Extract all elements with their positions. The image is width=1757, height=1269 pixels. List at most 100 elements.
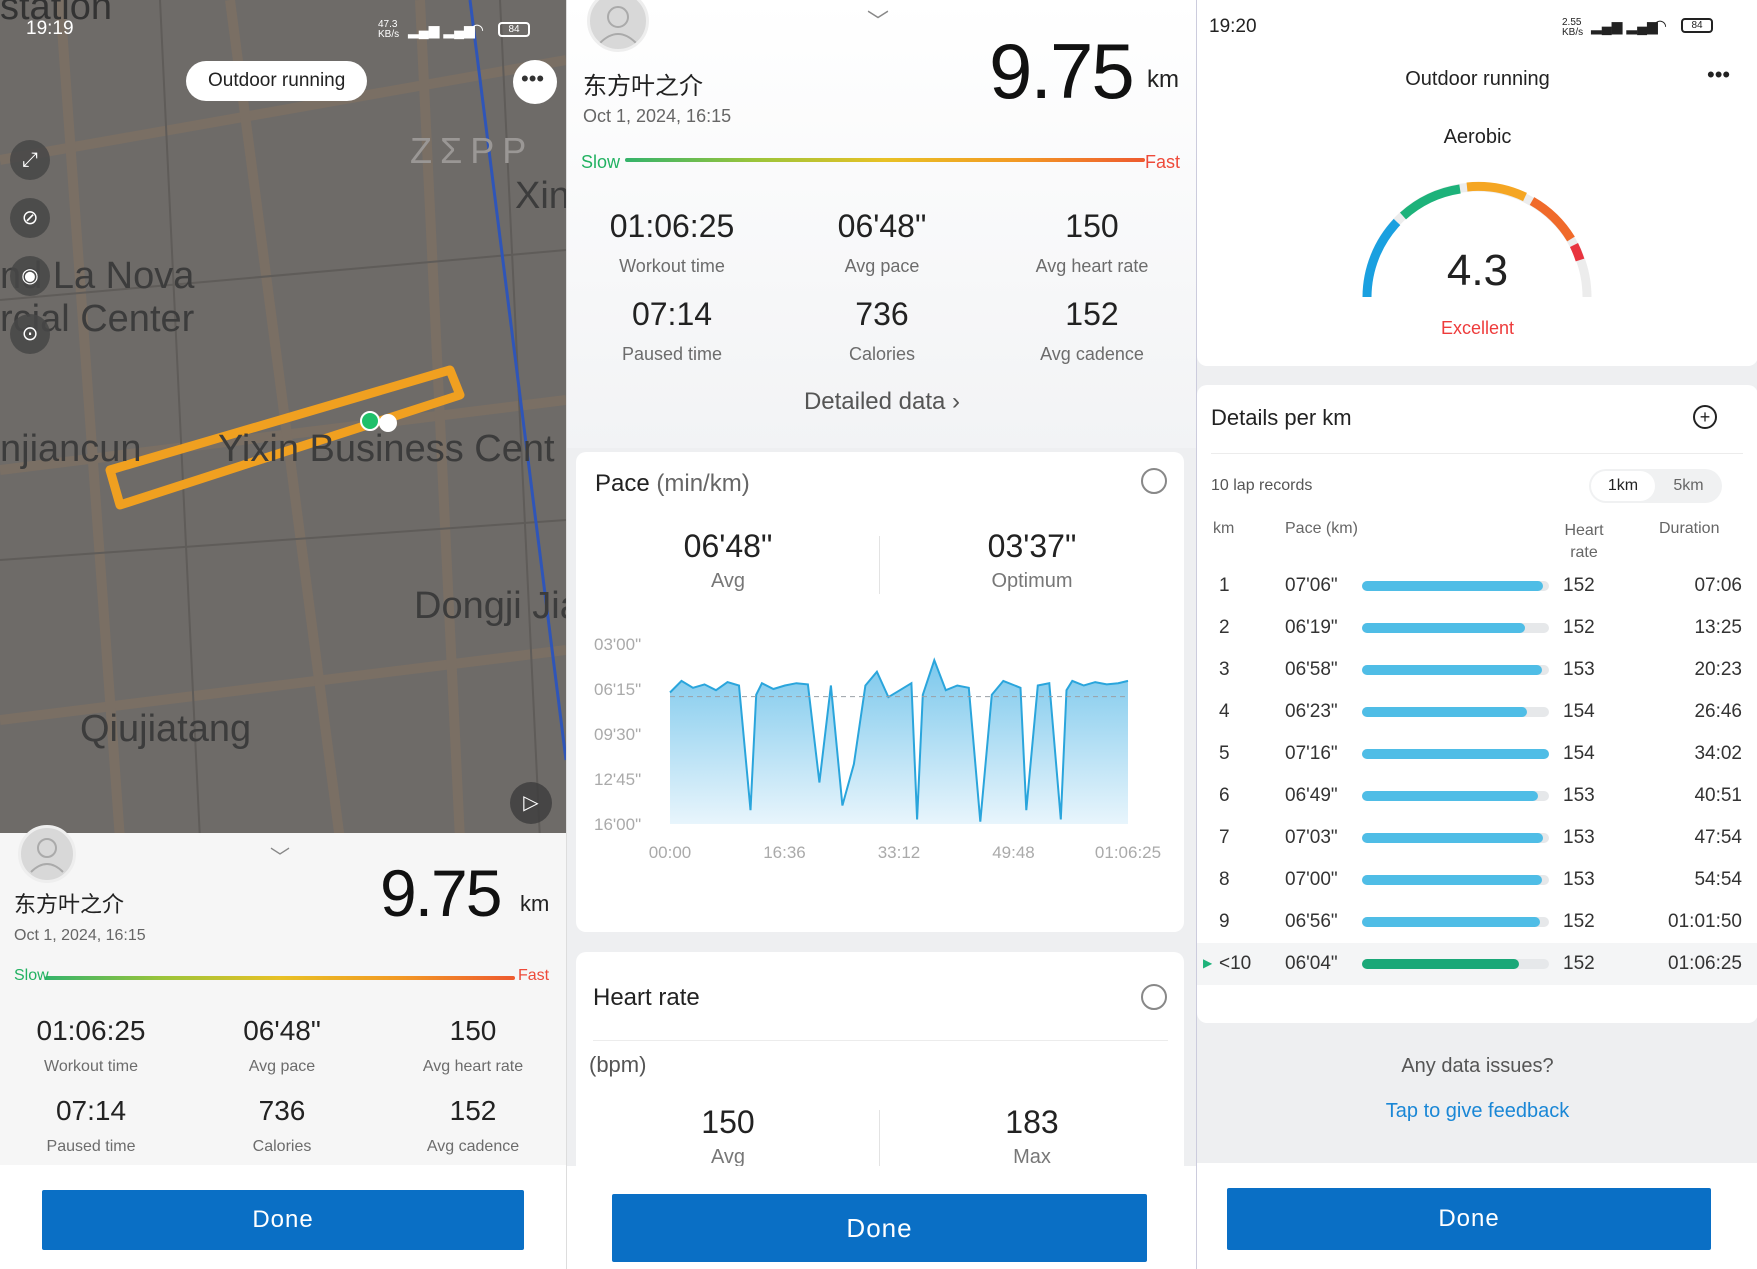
lap-pace-bar [1362, 665, 1549, 675]
battery-icon: 84 [498, 22, 530, 37]
divider [593, 1040, 1168, 1041]
lap-km: 2 [1219, 617, 1230, 638]
lap-pace-bar-fill [1362, 959, 1520, 969]
avg-cadence-label: Avg cadence [426, 1138, 520, 1155]
play-icon[interactable]: ▷ [510, 782, 552, 824]
heart-avg-value: 150 [701, 1104, 755, 1140]
lap-duration: 07:06 [1694, 575, 1742, 596]
lap-pace-bar [1362, 959, 1549, 969]
toggle-1km[interactable]: 1km [1591, 471, 1655, 501]
feedback-link[interactable]: Tap to give feedback [1385, 1100, 1570, 1122]
lap-heart-rate: 152 [1563, 617, 1595, 638]
lap-duration: 54:54 [1694, 869, 1742, 890]
toggle-5km[interactable]: 5km [1673, 477, 1704, 494]
lap-heart-rate: 152 [1563, 575, 1595, 596]
heart-avg-label: Avg [710, 1146, 746, 1168]
map-background[interactable] [0, 0, 566, 840]
pace-avg-value: 06'48" [683, 528, 773, 564]
y-tick-label: 16'00" [594, 815, 641, 834]
lap-pace-bar-fill [1362, 917, 1540, 927]
avg-cadence-value: 152 [1065, 296, 1119, 332]
lap-pace-bar-fill [1362, 623, 1525, 633]
zoom-in-icon[interactable]: + [1693, 405, 1717, 429]
battery-icon: 84 [1681, 18, 1713, 33]
locate-icon[interactable]: ⊙ [10, 314, 50, 354]
lap-pace-bar-fill [1362, 833, 1544, 843]
lap-duration: 40:51 [1694, 785, 1742, 806]
status-time: 19:20 [1209, 16, 1257, 37]
lap-heart-rate: 153 [1563, 785, 1595, 806]
lap-pace-bar [1362, 623, 1549, 633]
lap-row[interactable]: 9 06'56" 152 01:01:50 [1197, 901, 1757, 943]
done-button[interactable]: Done [1227, 1188, 1711, 1250]
workout-mode-pill[interactable]: Outdoor running [186, 61, 368, 101]
hide-route-icon[interactable]: ⊘ [10, 198, 50, 238]
pace-avg-label: Avg [710, 570, 746, 592]
more-button[interactable]: ••• [513, 60, 557, 104]
lap-row[interactable]: 4 06'23" 154 26:46 [1197, 691, 1757, 733]
lap-pace-bar-fill [1362, 875, 1542, 885]
header-km: km [1213, 520, 1235, 537]
lap-pace: 06'56" [1285, 911, 1338, 932]
feedback-question: Any data issues? [1401, 1055, 1554, 1077]
gauge-segment-blue [1362, 218, 1401, 298]
avg-pace-value: 06'48" [837, 208, 927, 244]
gauge-heading: Aerobic [1443, 126, 1512, 148]
status-speed: 47.3 KB/s [378, 19, 400, 40]
avatar[interactable] [587, 0, 649, 52]
lap-duration: 26:46 [1694, 701, 1742, 722]
lap-row[interactable]: 5 07'16" 154 34:02 [1197, 733, 1757, 775]
chevron-down-icon[interactable]: ﹀ [867, 9, 890, 34]
done-button[interactable]: Done [42, 1190, 524, 1250]
more-icon[interactable]: ••• [1707, 62, 1731, 87]
avatar[interactable] [18, 825, 76, 883]
divider [1211, 453, 1743, 454]
gauge-value: 4.3 [1446, 246, 1509, 295]
lap-pace-bar-fill [1362, 581, 1544, 591]
lap-pace: 07'03" [1285, 827, 1338, 848]
distance-value: 9.75 [989, 27, 1135, 115]
calories-value: 736 [258, 1095, 306, 1126]
lap-count: 10 lap records [1211, 477, 1313, 494]
lap-heart-rate: 153 [1563, 659, 1595, 680]
lap-km: 5 [1219, 743, 1230, 764]
lap-row[interactable]: 6 06'49" 153 40:51 [1197, 775, 1757, 817]
lap-pace: 06'49" [1285, 785, 1338, 806]
chevron-down-icon[interactable]: ﹀ [270, 847, 290, 869]
divider [879, 1110, 880, 1168]
lap-row[interactable]: 3 06'58" 153 20:23 [1197, 649, 1757, 691]
lap-pace-bar [1362, 917, 1549, 927]
avg-pace-label: Avg pace [844, 256, 920, 276]
lap-list: 1 07'06" 152 07:06 2 06'19" 152 13:25 3 06'58" 153… [1197, 565, 1757, 995]
y-tick-label: 06'15" [594, 680, 641, 699]
workout-time-label: Workout time [619, 256, 725, 276]
lap-duration: 01:01:50 [1668, 911, 1742, 932]
lap-row[interactable]: 1 07'06" 152 07:06 [1197, 565, 1757, 607]
paused-time-value: 07:14 [631, 296, 713, 332]
zoom-in-icon[interactable] [1141, 984, 1167, 1010]
details-title: Details per km [1211, 405, 1352, 430]
route-toggle-icon[interactable]: ⤢ [10, 140, 50, 180]
pace-optimum-value: 03'37" [987, 528, 1077, 564]
lap-row[interactable]: 8 07'00" 153 54:54 [1197, 859, 1757, 901]
lap-pace-bar-fill [1362, 665, 1542, 675]
workout-detail-screen: ﹀ 东方叶之介 Oct 1, 2024, 16:15 9.75 km Slow … [566, 0, 1196, 1269]
workout-time-value: 01:06:25 [609, 208, 735, 244]
done-button[interactable]: Done [612, 1194, 1147, 1262]
zoom-in-icon[interactable] [1141, 468, 1167, 494]
more-icon: ••• [521, 66, 545, 91]
lap-pace-bar [1362, 875, 1549, 885]
detailed-data-link[interactable]: Detailed data › [567, 388, 1196, 416]
pace-chart[interactable]: 03'00" 06'15" 09'30" 12'45" 16'00" 00:00 16:36… [576, 632, 1184, 892]
lap-row[interactable]: ▶ <10 06'04" 152 01:06:25 [1197, 943, 1757, 985]
signal-icon: ▂▄▆ ▂▄▆ [408, 22, 475, 38]
map-label-station: station [0, 0, 112, 28]
lap-row[interactable]: 2 06'19" 152 13:25 [1197, 607, 1757, 649]
gauge-segment-orange [1529, 197, 1575, 242]
lap-row[interactable]: 7 07'03" 153 47:54 [1197, 817, 1757, 859]
gauge-segment-yellow [1466, 181, 1527, 202]
avg-heart-rate-label: Avg heart rate [422, 1058, 524, 1075]
eye-icon[interactable]: ◉ [10, 256, 50, 296]
lap-pace: 07'16" [1285, 743, 1338, 764]
zepp-watermark: ZΣPP [410, 130, 535, 171]
